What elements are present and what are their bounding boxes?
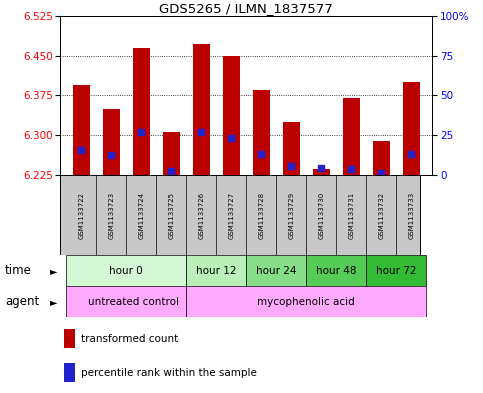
- Point: [347, 166, 355, 172]
- Text: hour 0: hour 0: [110, 266, 143, 276]
- Point: [108, 152, 115, 158]
- Text: GSM1133722: GSM1133722: [78, 192, 85, 239]
- Text: GSM1133729: GSM1133729: [288, 192, 294, 239]
- Bar: [193, 44, 210, 175]
- Bar: [223, 55, 240, 175]
- Text: GSM1133724: GSM1133724: [138, 192, 144, 239]
- Text: ►: ►: [50, 297, 58, 307]
- Text: hour 12: hour 12: [196, 266, 237, 276]
- Text: transformed count: transformed count: [81, 334, 178, 344]
- Point: [317, 165, 325, 171]
- Bar: [133, 48, 150, 175]
- Bar: [73, 85, 90, 175]
- Bar: [373, 141, 390, 175]
- Text: hour 24: hour 24: [256, 266, 297, 276]
- Point: [257, 151, 265, 157]
- Text: GSM1133732: GSM1133732: [378, 192, 384, 239]
- Bar: [313, 169, 329, 175]
- Text: mycophenolic acid: mycophenolic acid: [257, 297, 355, 307]
- Text: GSM1133731: GSM1133731: [348, 191, 355, 239]
- Bar: [253, 90, 270, 175]
- Bar: [186, 286, 426, 317]
- Bar: [246, 255, 306, 286]
- Bar: [66, 255, 186, 286]
- Text: GSM1133733: GSM1133733: [408, 191, 414, 239]
- Title: GDS5265 / ILMN_1837577: GDS5265 / ILMN_1837577: [159, 2, 333, 15]
- Point: [227, 134, 235, 141]
- Bar: [64, 329, 75, 348]
- Text: ►: ►: [50, 266, 58, 276]
- Bar: [66, 286, 186, 317]
- Text: GSM1133726: GSM1133726: [199, 192, 204, 239]
- Text: hour 72: hour 72: [376, 266, 416, 276]
- Text: percentile rank within the sample: percentile rank within the sample: [81, 368, 256, 378]
- Point: [377, 170, 385, 176]
- Bar: [186, 255, 246, 286]
- Text: GSM1133730: GSM1133730: [318, 191, 324, 239]
- Text: GSM1133727: GSM1133727: [228, 192, 234, 239]
- Text: agent: agent: [5, 295, 39, 308]
- Text: GSM1133728: GSM1133728: [258, 192, 264, 239]
- Point: [138, 129, 145, 136]
- Bar: [163, 132, 180, 175]
- Text: GSM1133723: GSM1133723: [108, 192, 114, 239]
- Bar: [403, 82, 420, 175]
- Bar: [343, 98, 359, 175]
- Text: time: time: [5, 264, 32, 277]
- Bar: [103, 108, 120, 175]
- Point: [198, 129, 205, 136]
- Text: hour 48: hour 48: [316, 266, 356, 276]
- Point: [408, 151, 415, 157]
- Point: [77, 147, 85, 153]
- Bar: [306, 255, 366, 286]
- Bar: [64, 363, 75, 382]
- Bar: [283, 122, 299, 175]
- Bar: [366, 255, 426, 286]
- Point: [287, 163, 295, 169]
- Text: untreated control: untreated control: [88, 297, 179, 307]
- Text: GSM1133725: GSM1133725: [169, 192, 174, 239]
- Point: [168, 168, 175, 174]
